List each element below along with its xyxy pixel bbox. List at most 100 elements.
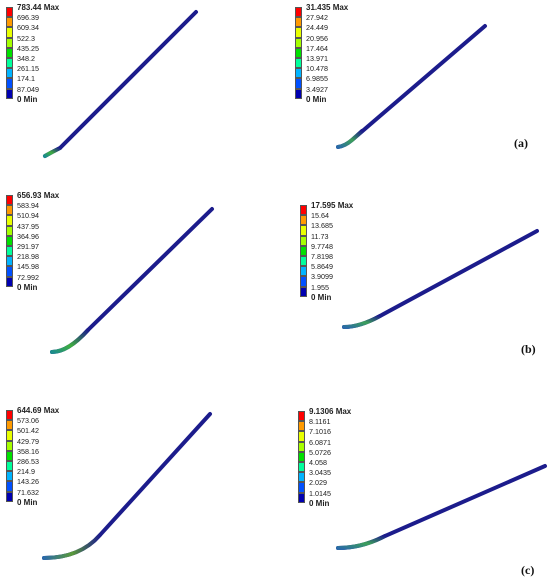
legend-label: 145.98 <box>17 262 39 272</box>
legend-label: 286.53 <box>17 457 39 466</box>
legend-swatch <box>6 481 13 492</box>
legend-swatch <box>6 78 13 89</box>
legend-label: 13.971 <box>306 54 328 63</box>
legend-swatch <box>295 27 302 38</box>
legend-label: 696.39 <box>17 13 39 23</box>
caption-b: (b) <box>521 342 536 356</box>
legend-swatch <box>6 440 13 451</box>
legend-swatch <box>6 430 13 441</box>
legend-swatch <box>6 266 13 277</box>
legend-label: 5.0726 <box>309 447 331 457</box>
legend-label: 1.0145 <box>309 488 331 498</box>
legend-label: 644.69 Max <box>17 406 60 415</box>
legend-label: 71.632 <box>17 487 39 497</box>
legend-swatch <box>6 205 13 216</box>
legend-label: 358.16 <box>17 446 39 456</box>
legend-label: 6.9855 <box>306 74 328 84</box>
pipe-b-left <box>50 207 214 354</box>
legend-label: 364.96 <box>17 231 39 241</box>
legend-label: 9.1306 Max <box>309 407 352 416</box>
caption-a: (a) <box>514 136 528 150</box>
legend-label: 7.8198 <box>311 252 333 261</box>
legend-swatch <box>6 195 13 206</box>
legend-a-right: 31.435 Max 27.942 24.449 20.956 17.464 13.971… <box>295 3 365 113</box>
legend-c-left: 644.69 Max 573.06 501.42 429.79 358.16 286.53… <box>6 406 76 516</box>
legend-swatch <box>6 246 13 257</box>
legend-label: 4.058 <box>309 458 327 467</box>
legend-swatch <box>6 7 13 18</box>
legend-swatch <box>298 472 305 483</box>
legend-swatch <box>295 58 302 69</box>
legend-swatch <box>6 276 13 287</box>
legend-swatch <box>300 245 307 256</box>
legend-swatch <box>298 462 305 473</box>
legend-swatch <box>6 461 13 472</box>
legend-swatch <box>300 276 307 287</box>
legend-swatch <box>300 266 307 277</box>
legend-label: 17.464 <box>306 43 328 53</box>
legend-swatch <box>6 17 13 28</box>
pipe-b-right <box>342 229 539 329</box>
legend-swatch <box>6 215 13 226</box>
legend-swatch <box>6 27 13 38</box>
legend-label: 15.64 <box>311 211 329 221</box>
legend-label: 291.97 <box>17 242 39 251</box>
legend-label: 143.26 <box>17 477 39 487</box>
legend-swatch <box>298 482 305 493</box>
legend-swatch <box>298 421 305 432</box>
legend-label: 2.029 <box>309 478 327 488</box>
legend-swatch <box>6 225 13 236</box>
legend-label: 783.44 Max <box>17 3 60 12</box>
legend-label: 3.4927 <box>306 84 328 94</box>
legend-swatch <box>6 37 13 48</box>
legend-swatch <box>6 450 13 461</box>
legend-swatch <box>6 235 13 246</box>
legend-label: 24.449 <box>306 23 328 33</box>
legend-swatch <box>300 286 307 297</box>
legend-swatch <box>298 431 305 442</box>
legend-label: 13.685 <box>311 221 333 231</box>
legend-label: 10.478 <box>306 64 328 74</box>
legend-label: 0 Min <box>17 497 38 507</box>
legend-swatch <box>300 235 307 246</box>
legend-swatch <box>300 215 307 226</box>
legend-label: 573.06 <box>17 416 39 426</box>
legend-label: 8.1161 <box>309 417 331 427</box>
legend-label: 7.1016 <box>309 427 331 437</box>
legend-swatch <box>6 420 13 431</box>
legend-swatch <box>6 88 13 99</box>
legend-label: 0 Min <box>309 498 330 508</box>
legend-label: 0 Min <box>17 94 38 104</box>
legend-swatch <box>295 37 302 48</box>
legend-swatch <box>295 7 302 18</box>
legend-label: 72.992 <box>17 272 39 282</box>
legend-swatch <box>6 256 13 267</box>
legend-label: 174.1 <box>17 74 35 84</box>
legend-label: 583.94 <box>17 201 39 211</box>
legend-c-right: 9.1306 Max 8.1161 7.1016 6.0871 5.0726 4.058 3… <box>298 407 368 517</box>
legend-swatch <box>295 88 302 99</box>
legend-label: 609.34 <box>17 23 39 33</box>
legend-swatch <box>298 411 305 422</box>
legend-label: 348.2 <box>17 54 35 63</box>
legend-label: 0 Min <box>311 292 332 302</box>
legend-swatch <box>6 471 13 482</box>
legend-label: 437.95 <box>17 221 39 231</box>
pipe-c-right <box>336 464 547 550</box>
legend-swatch <box>6 491 13 502</box>
legend-swatch <box>300 225 307 236</box>
legend-label: 522.3 <box>17 33 35 43</box>
legend-label: 11.73 <box>311 231 329 241</box>
legend-label: 87.049 <box>17 84 39 94</box>
legend-swatch <box>295 78 302 89</box>
legend-swatch <box>298 441 305 452</box>
pipe-c-left <box>42 412 212 560</box>
legend-swatch <box>6 68 13 79</box>
legend-label: 1.955 <box>311 282 329 292</box>
legend-label: 0 Min <box>306 94 327 104</box>
legend-label: 17.595 Max <box>311 201 354 210</box>
legend-label: 9.7748 <box>311 241 333 251</box>
legend-a-left: 783.44 Max 696.39 609.34 522.3 435.25 348.2 26… <box>6 3 76 113</box>
legend-b-right: 17.595 Max 15.64 13.685 11.73 9.7748 7.8198 5.… <box>300 201 370 311</box>
